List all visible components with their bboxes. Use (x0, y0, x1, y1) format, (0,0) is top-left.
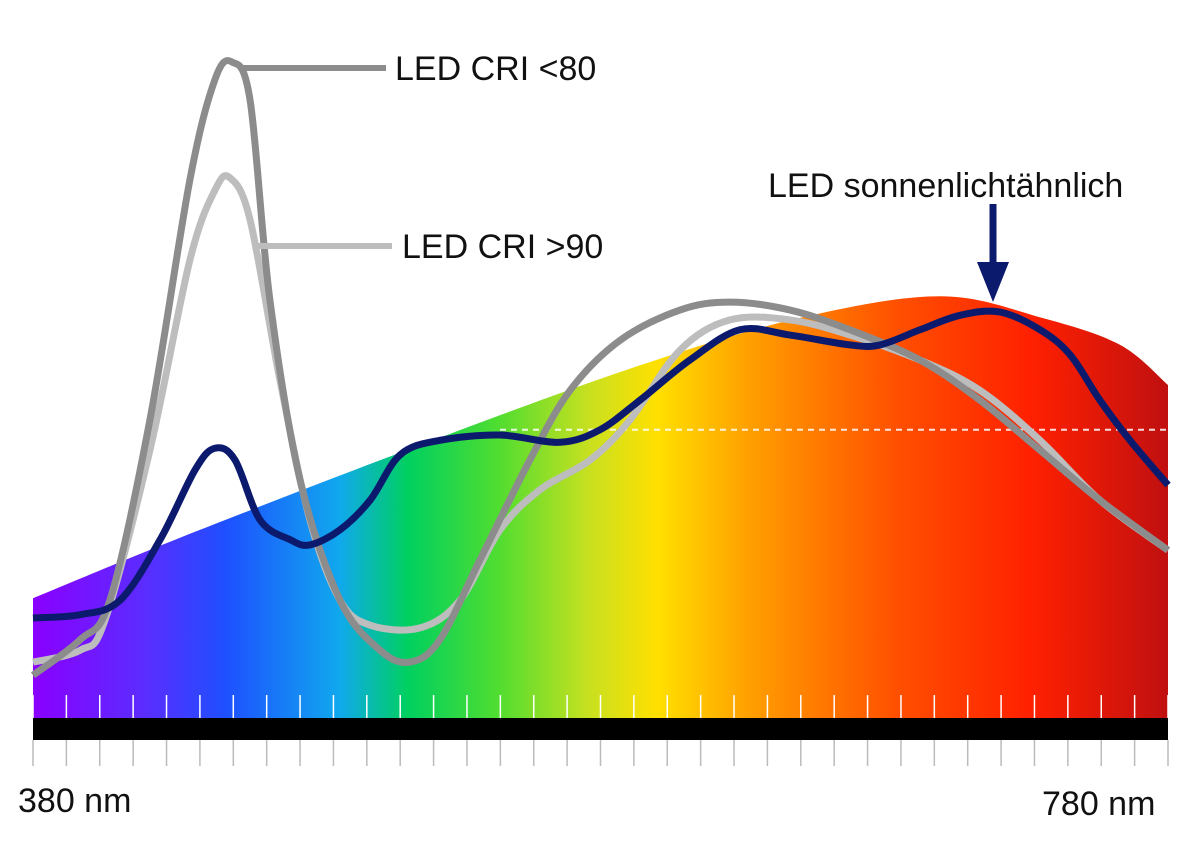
series-line-sunlike (32, 307, 1171, 622)
label-led-sunlike: LED sonnenlichtähnlich (768, 167, 1123, 205)
tick-marks (32, 695, 1169, 766)
arrow-down-icon (977, 204, 1009, 302)
series-line-cri-80 (30, 57, 1171, 679)
label-led-cri-80: LED CRI <80 (395, 50, 596, 88)
x-tick-label-end: 780 nm (1042, 785, 1155, 823)
x-tick-label-start: 380 nm (18, 782, 131, 820)
axis-bar (33, 718, 1168, 740)
label-led-cri-90: LED CRI >90 (402, 228, 603, 266)
spectrum-area (33, 296, 1168, 718)
